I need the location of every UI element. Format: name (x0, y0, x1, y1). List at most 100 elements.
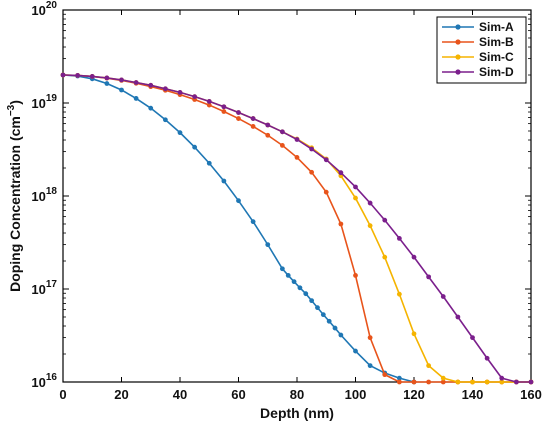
data-point (353, 273, 358, 278)
y-axis-label-superscript: −3 (6, 104, 17, 116)
data-point (338, 170, 344, 176)
data-point (353, 184, 358, 190)
data-point (162, 86, 168, 92)
data-point (367, 223, 373, 229)
data-point (206, 99, 212, 104)
y-tick-label: 1016 (31, 372, 57, 390)
data-point (499, 375, 505, 381)
y-tick-base: 10 (31, 189, 45, 204)
legend-swatch-marker (455, 54, 461, 60)
series-sim-c (60, 72, 534, 385)
data-point (455, 379, 461, 385)
x-tick-label: 40 (173, 387, 187, 402)
y-tick-label: 1017 (31, 279, 57, 297)
series-line (62, 74, 531, 383)
legend-swatch-marker (455, 24, 461, 30)
data-point (250, 219, 256, 225)
data-point (192, 94, 198, 100)
data-point (177, 130, 183, 136)
data-point (353, 195, 358, 201)
data-point (60, 72, 66, 78)
series-line (62, 74, 415, 383)
data-point (320, 312, 326, 318)
data-point (294, 137, 300, 142)
data-point (133, 80, 139, 85)
data-point (455, 314, 461, 320)
legend-label: Sim-D (479, 65, 514, 79)
y-tick-label: 1019 (31, 93, 57, 111)
y-tick-base: 10 (31, 375, 45, 390)
data-point (206, 102, 212, 108)
data-point (470, 335, 475, 341)
legend-swatch-marker (455, 39, 461, 45)
data-point (470, 379, 475, 385)
y-tick-base: 10 (31, 282, 45, 297)
data-point (338, 221, 344, 227)
data-point (484, 355, 490, 361)
data-point (411, 331, 417, 337)
data-point (89, 74, 95, 79)
series-sim-a (60, 72, 417, 385)
data-point (291, 279, 297, 285)
x-tick-label: 20 (114, 387, 128, 402)
data-point (119, 87, 124, 93)
data-point (426, 379, 432, 385)
legend-swatch-marker (455, 69, 461, 75)
data-point (75, 73, 81, 78)
data-point (236, 116, 241, 121)
x-tick-label: 0 (59, 387, 66, 402)
data-point (265, 122, 271, 128)
data-point (338, 332, 344, 338)
data-point (440, 294, 446, 299)
data-point (206, 160, 212, 166)
data-point (303, 291, 309, 297)
data-point (265, 132, 271, 138)
data-point (440, 379, 446, 385)
y-tick-base: 10 (31, 3, 45, 18)
data-point (279, 129, 285, 135)
legend-label: Sim-B (479, 35, 514, 49)
data-point (396, 291, 402, 297)
data-point (285, 273, 291, 278)
data-point (221, 178, 227, 184)
y-axis-label-close: ) (7, 100, 23, 105)
data-point (315, 305, 320, 311)
data-point (265, 242, 271, 248)
series-sim-b (60, 72, 534, 385)
series-line (62, 74, 531, 383)
x-tick-label: 140 (462, 387, 484, 402)
y-tick-label: 1018 (31, 186, 57, 204)
data-point (236, 198, 241, 204)
data-point (528, 379, 534, 385)
data-point (382, 372, 388, 378)
x-axis-label: Depth (nm) (260, 405, 334, 421)
x-tick-label: 80 (290, 387, 304, 402)
data-point (426, 363, 432, 369)
y-tick-exponent: 16 (46, 372, 58, 383)
data-point (484, 379, 490, 385)
data-point (396, 236, 402, 241)
data-point (104, 75, 110, 81)
data-point (309, 298, 315, 304)
series-sim-d (60, 72, 534, 385)
data-point (440, 375, 446, 381)
data-point (326, 318, 332, 324)
data-point (513, 379, 519, 385)
x-tick-label: 60 (231, 387, 245, 402)
data-point (309, 169, 315, 175)
data-point (411, 379, 417, 385)
y-tick-exponent: 20 (46, 0, 58, 11)
series-line (62, 74, 531, 383)
legend-label: Sim-A (479, 20, 514, 34)
x-tick-label: 120 (403, 387, 425, 402)
x-tick-label: 100 (345, 387, 367, 402)
y-tick-exponent: 18 (46, 186, 58, 197)
data-point (250, 124, 256, 129)
data-point (104, 81, 110, 86)
data-point (133, 96, 139, 101)
data-point (396, 375, 402, 381)
data-point (250, 116, 256, 121)
data-point (279, 266, 285, 272)
data-point (353, 348, 358, 354)
data-point (192, 144, 198, 150)
